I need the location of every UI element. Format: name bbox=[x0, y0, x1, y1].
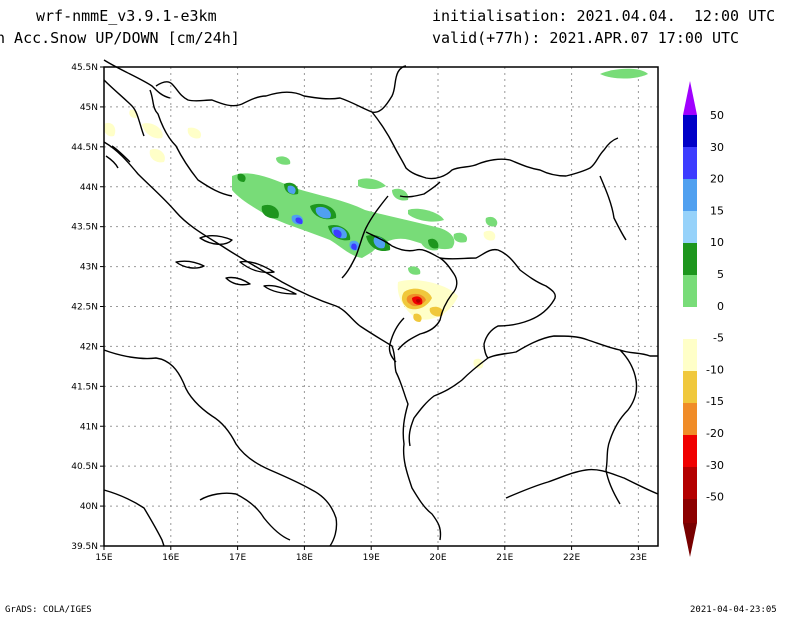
map-grid bbox=[104, 67, 658, 546]
colorbar-bottom-arrow bbox=[683, 523, 697, 557]
lat-label: 40N bbox=[80, 502, 98, 512]
colorbar-segment bbox=[683, 435, 697, 467]
lon-label: 21E bbox=[496, 553, 513, 563]
lat-label: 43N bbox=[80, 263, 98, 273]
snow-melt-areas bbox=[103, 109, 496, 369]
lat-label: 41N bbox=[80, 422, 98, 432]
colorbar-segment bbox=[683, 339, 697, 371]
colorbar-segment bbox=[683, 467, 697, 499]
lat-label: 45N bbox=[80, 103, 98, 113]
colorbar-segment bbox=[683, 403, 697, 435]
lat-label: 44.5N bbox=[71, 143, 98, 153]
colorbar-label: 20 bbox=[710, 173, 724, 186]
colorbar-label: 10 bbox=[710, 236, 724, 249]
lat-label: 42.5N bbox=[71, 303, 98, 313]
lat-label: 44N bbox=[80, 183, 98, 193]
lat-label: 41.5N bbox=[71, 382, 98, 392]
init-time: initialisation: 2021.04.04. 12:00 UTC bbox=[432, 7, 776, 25]
lon-label: 17E bbox=[229, 553, 246, 563]
colorbar-segment bbox=[683, 179, 697, 211]
colorbar-label: -30 bbox=[706, 459, 724, 472]
model-title: wrf-nmmE_v3.9.1-e3km bbox=[36, 7, 217, 25]
colorbar-label: -5 bbox=[713, 332, 724, 345]
latitude-labels: 45.5N 45N 44.5N 44N 43.5N 43N 42.5N 42N 41.5N 41N… bbox=[71, 63, 104, 552]
colorbar-segment bbox=[683, 211, 697, 243]
lat-label: 40.5N bbox=[71, 462, 98, 472]
coastlines-and-borders bbox=[103, 59, 659, 547]
colorbar-segment bbox=[683, 307, 697, 339]
lon-label: 15E bbox=[95, 553, 112, 563]
lon-label: 16E bbox=[162, 553, 179, 563]
colorbar-segment bbox=[683, 275, 697, 307]
lon-label: 19E bbox=[363, 553, 380, 563]
colorbar-label: 0 bbox=[717, 300, 724, 313]
lat-label: 39.5N bbox=[71, 542, 98, 552]
colorbar-segment bbox=[683, 115, 697, 147]
colorbar-label: 15 bbox=[710, 204, 724, 217]
colorbar-label: -20 bbox=[706, 427, 724, 440]
lat-label: 43.5N bbox=[71, 223, 98, 233]
colorbar-segment bbox=[683, 371, 697, 403]
lat-label: 45.5N bbox=[71, 63, 98, 73]
colorbar-segment bbox=[683, 243, 697, 275]
lon-label: 23E bbox=[630, 553, 647, 563]
footer-credit: GrADS: COLA/IGES bbox=[5, 605, 92, 615]
colorbar-segment bbox=[683, 499, 697, 523]
lon-label: 20E bbox=[429, 553, 446, 563]
colorbar-label: -50 bbox=[706, 491, 724, 504]
lon-label: 22E bbox=[563, 553, 580, 563]
colorbar-label: 50 bbox=[710, 109, 724, 122]
colorbar-label: 5 bbox=[717, 268, 724, 281]
colorbar-label: -10 bbox=[706, 363, 724, 376]
colorbar-segment bbox=[683, 147, 697, 179]
colorbar-top-arrow bbox=[683, 81, 697, 115]
longitude-labels: 15E 16E 17E 18E 19E 20E 21E 22E 23E bbox=[95, 546, 647, 563]
footer-timestamp: 2021-04-04-23:05 bbox=[690, 605, 777, 615]
snow-accumulation-areas bbox=[232, 68, 648, 275]
colorbar-label: -15 bbox=[706, 395, 724, 408]
colorbar-label: 30 bbox=[710, 141, 724, 154]
valid-time: valid(+77h): 2021.APR.07 17:00 UTC bbox=[432, 29, 740, 47]
lon-label: 18E bbox=[296, 553, 313, 563]
lat-label: 42N bbox=[80, 342, 98, 352]
product-title: n Acc.Snow UP/DOWN [cm/24h] bbox=[0, 29, 240, 47]
